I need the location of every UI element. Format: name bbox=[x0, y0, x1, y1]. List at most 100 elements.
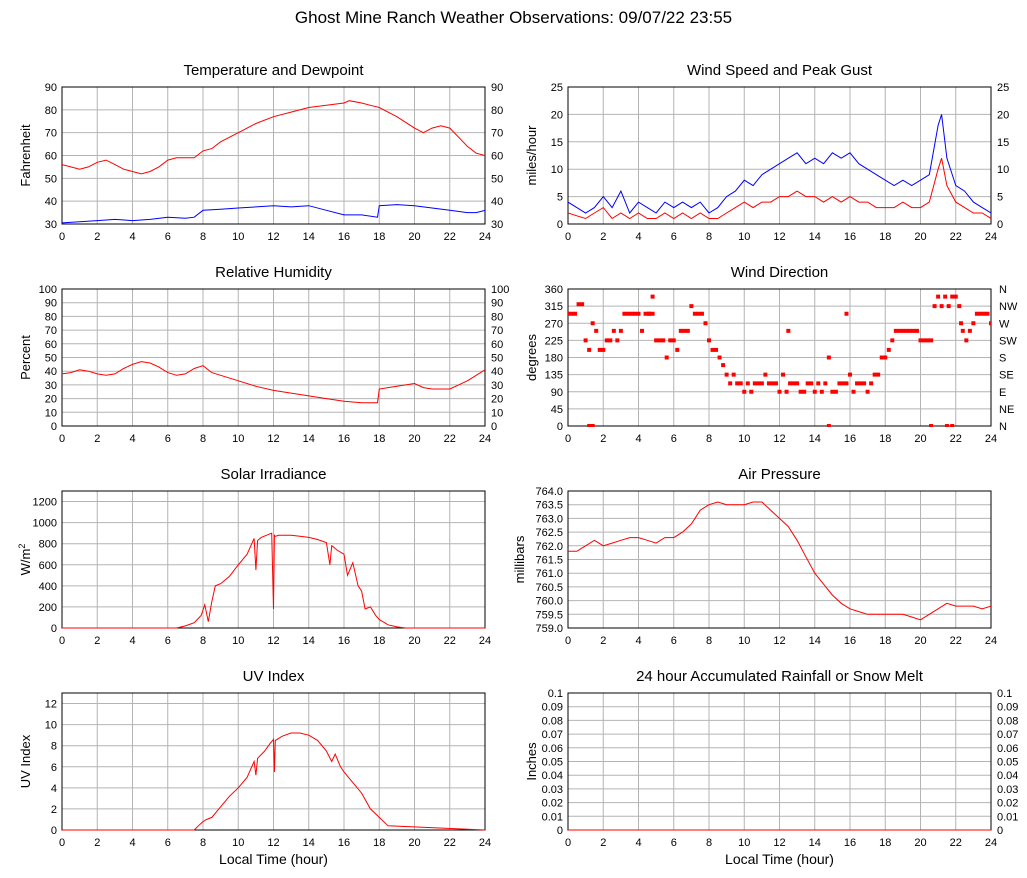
data-point bbox=[675, 347, 680, 352]
x-tick-label: 2 bbox=[94, 635, 100, 647]
data-point bbox=[904, 328, 909, 333]
y-tick-label-right: 20 bbox=[491, 394, 503, 406]
data-point bbox=[608, 338, 613, 343]
y-tick-label: 0 bbox=[557, 219, 563, 231]
compass-label: E bbox=[999, 387, 1006, 399]
x-tick-label: 14 bbox=[303, 433, 315, 445]
x-tick-label: 24 bbox=[479, 231, 491, 243]
data-point bbox=[925, 338, 930, 343]
y-tick-label-right: 0.01 bbox=[997, 811, 1018, 823]
data-point bbox=[911, 328, 916, 333]
x-tick-label: 14 bbox=[809, 231, 821, 243]
data-point bbox=[944, 424, 949, 427]
series-line-0 bbox=[62, 361, 485, 404]
x-tick-label: 4 bbox=[129, 433, 135, 445]
x-tick-label: 12 bbox=[267, 231, 279, 243]
plot-frame bbox=[61, 692, 486, 831]
data-point bbox=[650, 294, 655, 299]
y-tick-label: 6 bbox=[51, 762, 57, 774]
data-point bbox=[580, 302, 585, 307]
y-tick-label-right: 40 bbox=[491, 196, 503, 208]
y-tick-label-right: 0.04 bbox=[997, 770, 1018, 782]
x-tick-label: 4 bbox=[635, 231, 641, 243]
y-tick-label-right: 5 bbox=[997, 192, 1003, 204]
x-tick-label: 20 bbox=[914, 837, 926, 849]
data-point bbox=[978, 311, 983, 316]
x-tick-label: 10 bbox=[232, 433, 244, 445]
data-point bbox=[568, 311, 570, 316]
y-tick-label: 30 bbox=[45, 219, 57, 231]
y-tick-label: 200 bbox=[39, 602, 57, 614]
x-tick-label: 8 bbox=[706, 433, 712, 445]
data-point bbox=[883, 355, 888, 360]
x-tick-label: 24 bbox=[479, 635, 491, 647]
x-tick-label: 24 bbox=[985, 837, 997, 849]
y-tick-label: 70 bbox=[45, 325, 57, 337]
y-tick-label: 45 bbox=[551, 404, 563, 416]
data-point bbox=[671, 338, 676, 343]
data-point bbox=[689, 304, 694, 309]
data-point bbox=[587, 347, 592, 352]
y-axis-label: W/m2 bbox=[17, 544, 33, 576]
data-point bbox=[745, 381, 750, 386]
data-point bbox=[699, 311, 704, 316]
y-tick-label: 0.09 bbox=[542, 702, 563, 714]
x-tick-label: 14 bbox=[303, 635, 315, 647]
data-point bbox=[900, 328, 905, 333]
x-tick-label: 4 bbox=[635, 433, 641, 445]
x-tick-label: 10 bbox=[232, 837, 244, 849]
data-point bbox=[837, 381, 842, 386]
y-tick-label: 90 bbox=[45, 298, 57, 310]
x-tick-label: 8 bbox=[200, 635, 206, 647]
y-tick-label-right: 70 bbox=[491, 325, 503, 337]
data-point bbox=[643, 311, 648, 316]
y-tick-label: 270 bbox=[545, 318, 563, 330]
data-point bbox=[615, 338, 620, 343]
y-tick-label-right: 0.07 bbox=[997, 729, 1018, 741]
x-tick-label: 8 bbox=[706, 837, 712, 849]
y-tick-label: 1000 bbox=[33, 518, 57, 530]
y-tick-label: 0 bbox=[51, 623, 57, 635]
data-point bbox=[844, 381, 849, 386]
y-tick-label: 763.5 bbox=[535, 500, 563, 512]
data-point bbox=[594, 328, 599, 333]
y-tick-label: 400 bbox=[39, 581, 57, 593]
y-tick-label: 360 bbox=[545, 284, 563, 296]
y-tick-label: 763.0 bbox=[535, 513, 563, 525]
data-point bbox=[855, 381, 860, 386]
data-point bbox=[950, 294, 955, 299]
y-tick-label: 0.1 bbox=[548, 688, 563, 700]
chart-title: Wind Direction bbox=[731, 264, 829, 281]
y-tick-label-right: 10 bbox=[491, 407, 503, 419]
compass-label: N bbox=[999, 421, 1007, 433]
data-point bbox=[721, 363, 726, 368]
data-point bbox=[929, 338, 934, 343]
data-point bbox=[819, 389, 824, 394]
data-point bbox=[664, 355, 669, 360]
data-point bbox=[981, 311, 986, 316]
y-tick-label: 8 bbox=[51, 741, 57, 753]
y-tick-label-right: 0.03 bbox=[997, 784, 1018, 796]
y-tick-label: 80 bbox=[45, 105, 57, 117]
plot-frame bbox=[61, 288, 486, 427]
data-point bbox=[844, 311, 849, 316]
data-point bbox=[922, 338, 927, 343]
data-point bbox=[668, 338, 673, 343]
chart-title: Air Pressure bbox=[738, 466, 821, 483]
y-tick-label: 30 bbox=[45, 380, 57, 392]
data-point bbox=[654, 338, 659, 343]
x-tick-label: 18 bbox=[879, 837, 891, 849]
data-point bbox=[946, 304, 951, 309]
y-axis-label: Inches bbox=[524, 742, 539, 781]
y-tick-label-right: 100 bbox=[491, 284, 509, 296]
y-tick-label-right: 0.06 bbox=[997, 743, 1018, 755]
y-tick-label: 759.5 bbox=[535, 609, 563, 621]
y-tick-label: 0.01 bbox=[542, 811, 563, 823]
y-tick-label: 0.08 bbox=[542, 715, 563, 727]
x-tick-label: 12 bbox=[773, 231, 785, 243]
data-point bbox=[756, 381, 761, 386]
